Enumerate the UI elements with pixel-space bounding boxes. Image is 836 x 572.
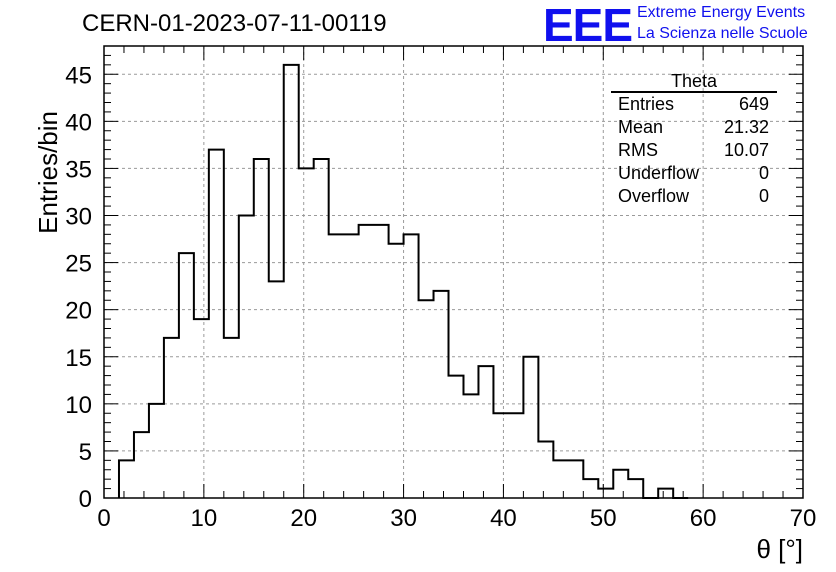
y-tick-label: 45 [65,62,92,89]
grid-layer [104,46,803,498]
stats-box: Theta Entries 649 Mean 21.32 RMS 10.07 U… [611,72,777,208]
x-tick-label: 70 [790,505,817,532]
histogram-bin [224,338,239,498]
histogram-bin [119,460,134,498]
histogram-bin [568,460,583,498]
stats-label: Mean [618,117,664,137]
stats-value: 10.07 [723,140,769,160]
stats-row-rms: RMS 10.07 [611,139,777,162]
tick-labels-layer: 0 10 20 30 40 50 60 70 0 5 10 15 20 25 30 35 40 45 [65,62,816,532]
histogram-bin [493,413,508,498]
stats-label: Overflow [618,186,690,206]
histogram-bin [538,442,553,499]
histogram-bin [194,319,209,498]
histogram-bin [434,291,449,498]
histogram-bin [553,460,568,498]
histogram-bin [359,225,374,498]
y-tick-label: 30 [65,204,92,231]
histogram-bin [658,489,673,498]
plot-frame [103,45,804,499]
logo-line-1: Extreme Energy Events [637,4,806,21]
y-tick-label: 5 [79,439,92,466]
histogram-bin [134,432,149,498]
stats-row-underflow: Underflow 0 [611,162,777,185]
histogram-bin [598,489,613,498]
histogram-bin [269,281,284,498]
chart-title: CERN-01-2023-07-11-00119 [82,10,387,37]
x-tick-label: 10 [191,505,218,532]
stats-value: 649 [738,94,769,114]
histogram-bin [299,168,314,498]
x-tick-label: 0 [97,505,110,532]
histogram-bin [374,225,389,498]
histogram-bin [478,366,493,498]
y-tick-label: 15 [65,345,92,372]
histogram-bin [508,413,523,498]
histogram-bin [209,150,224,498]
histogram-bin [449,376,464,498]
stats-row-entries: Entries 649 [611,93,777,116]
stats-row-overflow: Overflow 0 [611,185,777,208]
histogram-bin [523,357,538,498]
histogram-bin [179,253,194,498]
histogram-bin [419,300,434,498]
histogram-bin [583,479,598,498]
x-tick-label: 30 [390,505,417,532]
stats-label: Underflow [618,163,700,183]
histogram-bin [389,244,404,498]
stats-label: Entries [618,94,675,114]
stats-value: 0 [758,163,769,183]
histogram-bin [254,159,269,498]
y-tick-label: 25 [65,251,92,278]
stats-value: 0 [758,186,769,206]
x-axis-label: θ [°] [756,534,803,564]
bars-layer [119,65,673,498]
y-tick-label: 35 [65,156,92,183]
histogram-bin [239,216,254,499]
x-tick-label: 20 [290,505,317,532]
y-tick-label: 20 [65,298,92,325]
eee-logo: EEE [543,0,633,51]
y-tick-label: 10 [65,392,92,419]
x-tick-label: 50 [590,505,617,532]
histogram-bin [329,234,344,498]
histogram-bin [284,65,299,498]
stats-title: Theta [611,72,777,93]
logo-line-2: La Scienza nelle Scuole [637,25,808,42]
x-tick-label: 60 [690,505,717,532]
y-tick-label: 0 [79,486,92,513]
histogram-bin [164,338,179,498]
stats-label: RMS [618,140,658,160]
histogram-bin [613,470,628,498]
stats-row-mean: Mean 21.32 [611,116,777,139]
histogram-bin [404,234,419,498]
y-axis-label: Entries/bin [33,111,63,234]
x-tick-label: 40 [490,505,517,532]
histogram-outline [117,63,689,499]
histogram-bin [628,479,643,498]
stats-value: 21.32 [723,117,769,137]
histogram-bin [463,394,478,498]
histogram-bin [149,404,164,498]
histogram-bin [314,159,329,498]
histogram-bin [344,234,359,498]
y-tick-label: 40 [65,109,92,136]
